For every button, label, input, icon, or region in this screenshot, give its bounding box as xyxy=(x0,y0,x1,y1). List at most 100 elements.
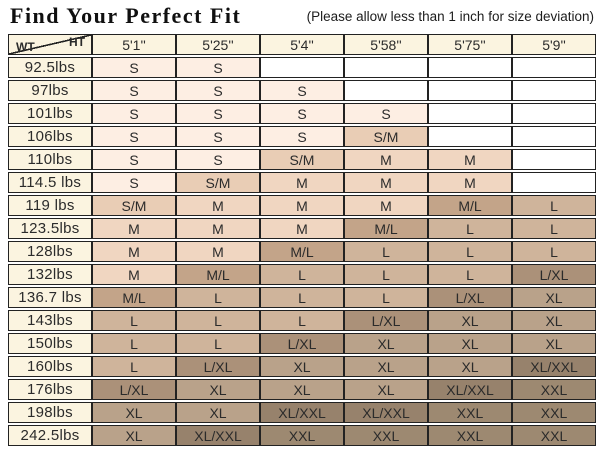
size-cell: L xyxy=(344,264,428,285)
size-cell: M/L xyxy=(260,241,344,262)
size-cell: M xyxy=(344,149,428,170)
size-cell: M xyxy=(176,195,260,216)
size-cell: XL xyxy=(344,333,428,354)
size-cell: L xyxy=(344,241,428,262)
size-cell: L xyxy=(176,310,260,331)
title-bar: Find Your Perfect Fit (Please allow less… xyxy=(0,0,600,32)
size-cell: S/M xyxy=(92,195,176,216)
size-deviation-note: (Please allow less than 1 inch for size … xyxy=(306,8,594,24)
wt-axis-label: WT xyxy=(16,40,35,54)
table-row: 176lbs L/XL XL XL XL XL/XXL XXL xyxy=(8,379,596,400)
table-row: 160lbs L L/XL XL XL XL XL/XXL xyxy=(8,356,596,377)
height-header: 5'75'' xyxy=(428,34,512,55)
size-cell: XL xyxy=(428,356,512,377)
size-cell: L/XL xyxy=(512,264,596,285)
size-cell: XL/XXL xyxy=(512,356,596,377)
size-cell: M xyxy=(344,172,428,193)
size-cell: XXL xyxy=(428,402,512,423)
size-cell: M xyxy=(260,195,344,216)
size-cell: XXL xyxy=(428,425,512,446)
size-cell: L xyxy=(260,264,344,285)
empty-cell xyxy=(512,57,596,78)
table-row: 101lbs S S S S xyxy=(8,103,596,124)
weight-label: 106lbs xyxy=(8,126,92,147)
size-cell: M xyxy=(260,218,344,239)
size-cell: XXL xyxy=(512,379,596,400)
size-cell: XL xyxy=(512,310,596,331)
size-cell: S/M xyxy=(344,126,428,147)
weight-label: 92.5lbs xyxy=(8,57,92,78)
weight-label: 136.7 lbs xyxy=(8,287,92,308)
table-row: 106lbs S S S S/M xyxy=(8,126,596,147)
size-cell: XXL xyxy=(260,425,344,446)
size-cell: S xyxy=(92,80,176,101)
size-cell: S xyxy=(344,103,428,124)
size-cell: L xyxy=(260,310,344,331)
size-cell: S xyxy=(176,149,260,170)
size-cell: M xyxy=(92,241,176,262)
table-row: 114.5 lbs S S/M M M M xyxy=(8,172,596,193)
weight-label: 101lbs xyxy=(8,103,92,124)
size-cell: S xyxy=(176,103,260,124)
size-cell: S xyxy=(92,126,176,147)
size-cell: L xyxy=(428,264,512,285)
size-cell: S xyxy=(260,126,344,147)
page-title: Find Your Perfect Fit xyxy=(10,3,242,28)
size-cell: XXL xyxy=(512,402,596,423)
empty-cell xyxy=(428,126,512,147)
weight-label: 97lbs xyxy=(8,80,92,101)
weight-label: 119 lbs xyxy=(8,195,92,216)
table-row: 198lbs XL XL XL/XXL XL/XXL XXL XXL xyxy=(8,402,596,423)
weight-label: 128lbs xyxy=(8,241,92,262)
size-cell: M xyxy=(92,264,176,285)
size-cell: XL/XXL xyxy=(344,402,428,423)
size-cell: L/XL xyxy=(260,333,344,354)
size-cell: XL/XXL xyxy=(176,425,260,446)
size-cell: L xyxy=(344,287,428,308)
height-header: 5'9'' xyxy=(512,34,596,55)
size-cell: L xyxy=(92,333,176,354)
size-cell: M xyxy=(92,218,176,239)
empty-cell xyxy=(512,103,596,124)
height-header: 5'25'' xyxy=(176,34,260,55)
size-cell: S xyxy=(260,103,344,124)
empty-cell xyxy=(512,80,596,101)
empty-cell xyxy=(512,149,596,170)
size-cell: XL xyxy=(176,379,260,400)
size-cell: XL xyxy=(260,356,344,377)
size-cell: S xyxy=(176,126,260,147)
height-header: 5'58'' xyxy=(344,34,428,55)
table-body: 92.5lbs S S 97lbs S S S 101lbs S S S S 106lbs S S S S/M 1… xyxy=(8,57,596,446)
size-cell: L xyxy=(176,287,260,308)
size-chart-table: HT WT 5'1'' 5'25'' 5'4'' 5'58'' 5'75'' 5… xyxy=(8,32,596,448)
empty-cell xyxy=(428,80,512,101)
table-row: 123.5lbs M M M M/L L L xyxy=(8,218,596,239)
header-row: HT WT 5'1'' 5'25'' 5'4'' 5'58'' 5'75'' 5… xyxy=(8,34,596,55)
size-cell: L xyxy=(92,356,176,377)
size-cell: L/XL xyxy=(176,356,260,377)
size-cell: XL/XXL xyxy=(428,379,512,400)
table-row: 132lbs M M/L L L L L/XL xyxy=(8,264,596,285)
empty-cell xyxy=(344,57,428,78)
size-cell: S xyxy=(176,57,260,78)
size-cell: M xyxy=(260,172,344,193)
size-cell: M xyxy=(176,241,260,262)
size-cell: M/L xyxy=(344,218,428,239)
size-cell: L xyxy=(260,287,344,308)
weight-label: 198lbs xyxy=(8,402,92,423)
size-cell: S xyxy=(92,149,176,170)
size-chart-wrapper: HT WT 5'1'' 5'25'' 5'4'' 5'58'' 5'75'' 5… xyxy=(0,32,600,448)
weight-label: 242.5lbs xyxy=(8,425,92,446)
size-cell: L xyxy=(512,241,596,262)
size-cell: L xyxy=(428,218,512,239)
weight-label: 143lbs xyxy=(8,310,92,331)
size-cell: XL xyxy=(512,333,596,354)
size-cell: S xyxy=(260,80,344,101)
table-row: 97lbs S S S xyxy=(8,80,596,101)
weight-label: 114.5 lbs xyxy=(8,172,92,193)
size-cell: L xyxy=(92,310,176,331)
weight-label: 160lbs xyxy=(8,356,92,377)
size-cell: XXL xyxy=(344,425,428,446)
size-cell: XL xyxy=(176,402,260,423)
size-cell: XL/XXL xyxy=(260,402,344,423)
